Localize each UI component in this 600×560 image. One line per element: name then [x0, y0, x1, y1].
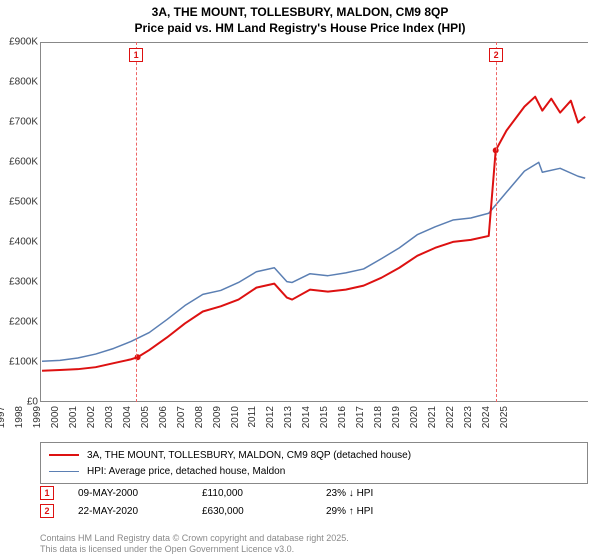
y-tick-label: £400K — [0, 237, 38, 248]
legend-row: 3A, THE MOUNT, TOLLESBURY, MALDON, CM9 8… — [49, 447, 579, 463]
table-row: 2 22-MAY-2020 £630,000 29% ↑ HPI — [40, 502, 588, 520]
y-tick-label: £500K — [0, 197, 38, 208]
sales-table: 1 09-MAY-2000 £110,000 23% ↓ HPI 2 22-MA… — [40, 484, 588, 520]
x-tick-label: 2025 — [499, 406, 600, 428]
y-tick-label: £100K — [0, 357, 38, 368]
sale-marker-box: 1 — [129, 48, 143, 62]
title-line-1: 3A, THE MOUNT, TOLLESBURY, MALDON, CM9 8… — [0, 4, 600, 20]
attribution-line: Contains HM Land Registry data © Crown c… — [40, 533, 349, 545]
y-tick-label: £200K — [0, 317, 38, 328]
legend-row: HPI: Average price, detached house, Mald… — [49, 463, 579, 479]
series-price_paid — [42, 97, 585, 371]
sale-date: 09-MAY-2000 — [78, 488, 198, 499]
title-line-2: Price paid vs. HM Land Registry's House … — [0, 20, 600, 36]
sale-marker-vline — [136, 42, 137, 402]
sale-price: £630,000 — [202, 506, 322, 517]
y-tick-label: £600K — [0, 157, 38, 168]
sale-date: 22-MAY-2020 — [78, 506, 198, 517]
y-tick-label: £700K — [0, 117, 38, 128]
sale-delta: 29% ↑ HPI — [326, 506, 446, 517]
legend-swatch — [49, 471, 79, 472]
chart-container: 3A, THE MOUNT, TOLLESBURY, MALDON, CM9 8… — [0, 0, 600, 560]
plot-svg — [41, 43, 588, 401]
sale-marker-badge: 2 — [40, 504, 54, 518]
legend: 3A, THE MOUNT, TOLLESBURY, MALDON, CM9 8… — [40, 442, 588, 484]
legend-swatch — [49, 454, 79, 456]
y-tick-label: £300K — [0, 277, 38, 288]
sale-delta: 23% ↓ HPI — [326, 488, 446, 499]
legend-label: 3A, THE MOUNT, TOLLESBURY, MALDON, CM9 8… — [87, 450, 411, 461]
series-hpi — [42, 162, 585, 361]
sale-price: £110,000 — [202, 488, 322, 499]
sale-marker-badge: 1 — [40, 486, 54, 500]
legend-label: HPI: Average price, detached house, Mald… — [87, 466, 285, 477]
sale-marker-vline — [496, 42, 497, 402]
y-tick-label: £800K — [0, 77, 38, 88]
sale-marker-box: 2 — [489, 48, 503, 62]
attribution: Contains HM Land Registry data © Crown c… — [40, 533, 349, 556]
y-tick-label: £900K — [0, 37, 38, 48]
attribution-line: This data is licensed under the Open Gov… — [40, 544, 349, 556]
plot-area — [40, 42, 588, 402]
title-block: 3A, THE MOUNT, TOLLESBURY, MALDON, CM9 8… — [0, 0, 600, 38]
table-row: 1 09-MAY-2000 £110,000 23% ↓ HPI — [40, 484, 588, 502]
